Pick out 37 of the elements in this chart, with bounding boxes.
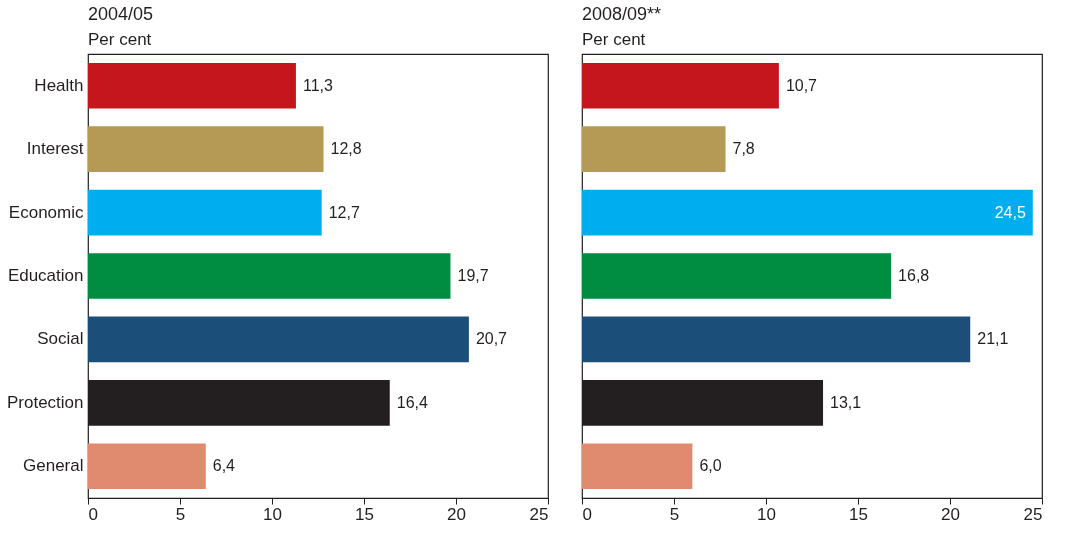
chart-subtitle: Per cent bbox=[582, 30, 646, 49]
y-tick-label: Protection bbox=[6, 392, 84, 412]
x-tick-label: 15 bbox=[355, 504, 374, 524]
y-tick-label: Education bbox=[7, 266, 84, 285]
x-tick-label: 10 bbox=[757, 504, 776, 524]
x-tick-label: 10 bbox=[263, 504, 282, 524]
data-label: 6,0 bbox=[699, 457, 722, 475]
chart-title: 2008/09** bbox=[582, 4, 662, 24]
data-label: 12,7 bbox=[328, 203, 360, 221]
data-label: 6,4 bbox=[212, 457, 236, 475]
data-label: 19,7 bbox=[457, 267, 489, 284]
data-label: 21,1 bbox=[977, 330, 1009, 348]
data-label: 10,7 bbox=[785, 76, 818, 94]
y-tick-label: Social bbox=[37, 329, 84, 349]
data-label: 16,4 bbox=[396, 393, 428, 411]
chart-subtitle: Per cent bbox=[88, 30, 152, 49]
data-label: 24,5 bbox=[994, 203, 1026, 221]
x-tick-label: 0 bbox=[582, 504, 592, 524]
data-label: 16,8 bbox=[898, 267, 930, 284]
y-tick-label: Interest bbox=[26, 139, 84, 159]
x-tick-label: 5 bbox=[175, 504, 186, 524]
data-label: 11,3 bbox=[302, 76, 333, 94]
data-label: 7,8 bbox=[732, 140, 755, 158]
data-label: 20,7 bbox=[475, 330, 508, 348]
x-tick-label: 15 bbox=[849, 504, 868, 524]
data-label: 13,1 bbox=[830, 393, 862, 411]
x-tick-label: 0 bbox=[88, 504, 98, 524]
chart-title: 2004/05 bbox=[88, 4, 154, 24]
x-tick-label: 25 bbox=[1023, 504, 1043, 524]
y-tick-label: General bbox=[23, 456, 84, 476]
data-label: 12,8 bbox=[330, 140, 362, 158]
y-tick-label: Health bbox=[34, 75, 84, 95]
x-tick-label: 5 bbox=[669, 504, 680, 524]
x-tick-label: 20 bbox=[447, 504, 466, 524]
x-tick-label: 20 bbox=[941, 504, 960, 524]
x-tick-label: 25 bbox=[529, 504, 549, 524]
y-tick-label: Economic bbox=[8, 202, 84, 222]
